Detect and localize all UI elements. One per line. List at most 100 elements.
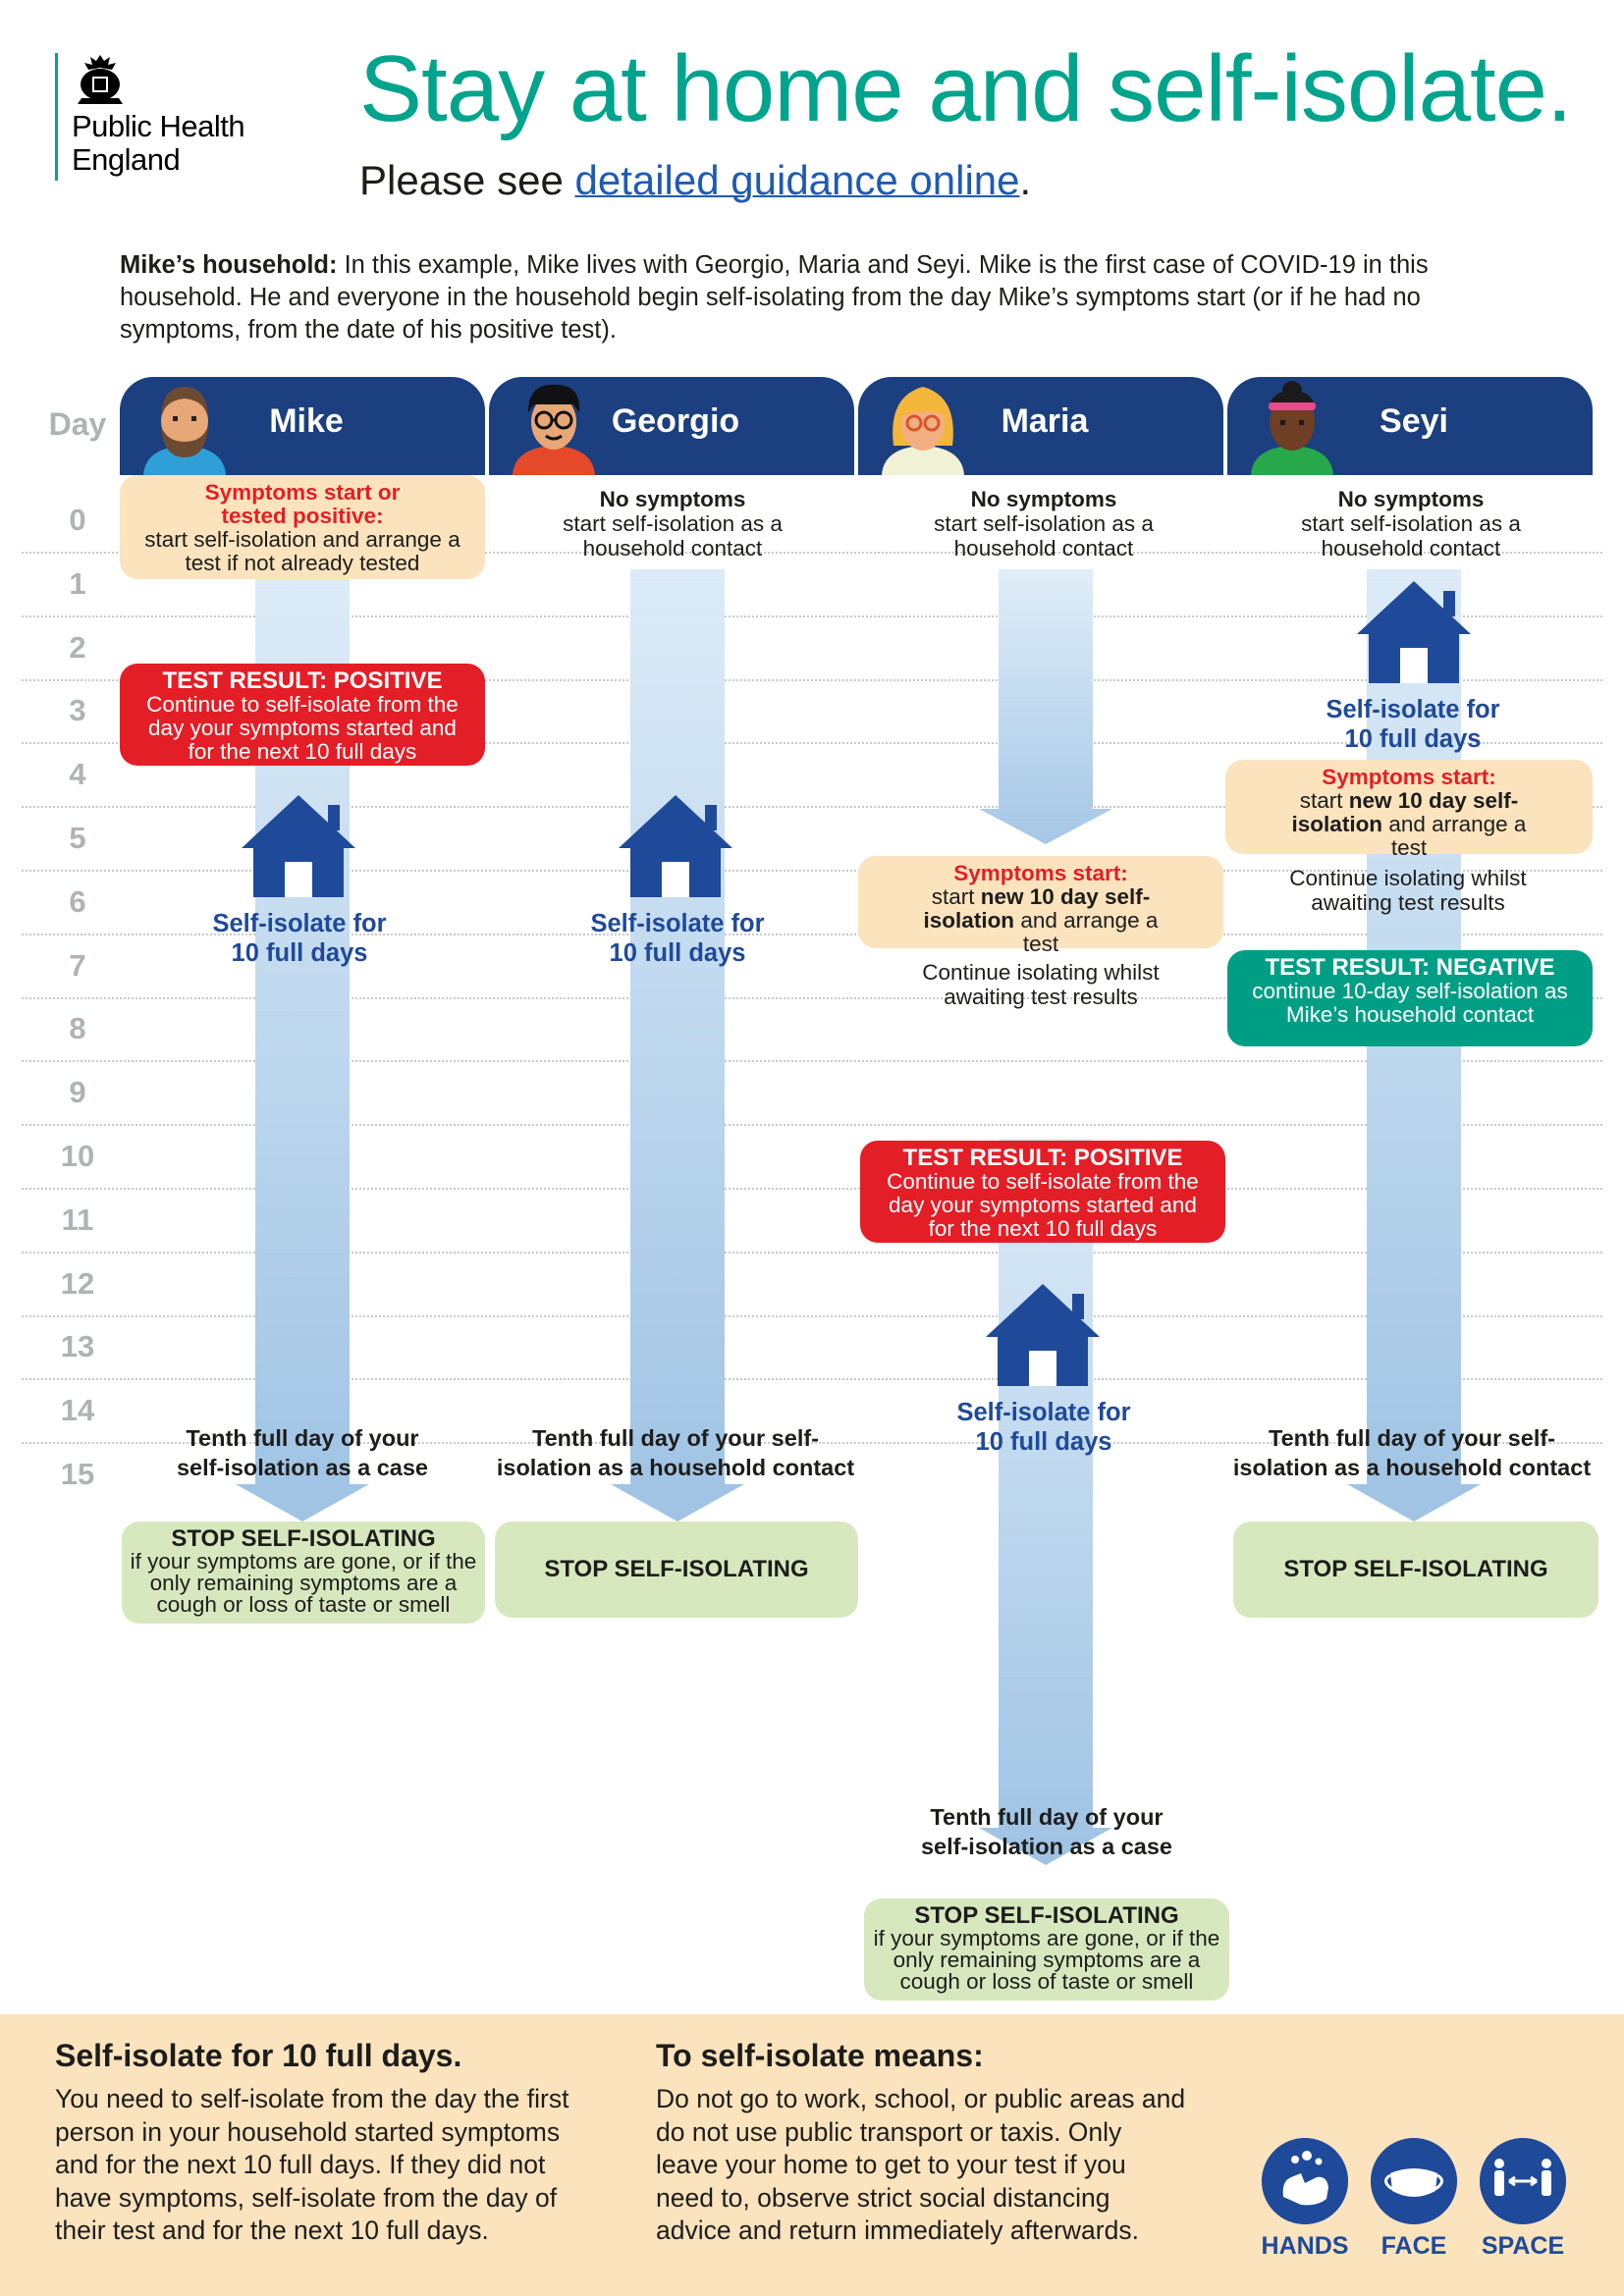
column-name-seyi: Seyi — [1380, 402, 1448, 440]
maria-test-result-box: TEST RESULT: POSITIVE Continue to self-i… — [860, 1141, 1225, 1243]
mike-stop-box: STOP SELF-ISOLATING if your symptoms are… — [122, 1522, 485, 1624]
mike-stop-text: if your symptoms are gone, or if the onl… — [130, 1549, 477, 1617]
georgio-avatar-icon — [513, 384, 595, 475]
day-separator — [22, 997, 1602, 999]
seyi-symptoms-bold: new 10 day self-isolation — [1291, 788, 1519, 836]
day-separator — [22, 806, 1602, 808]
day-separator — [22, 934, 1602, 935]
maria-symptoms-pre: start — [931, 884, 981, 909]
day-separator — [22, 1188, 1602, 1190]
georgio-stop-box: STOP SELF-ISOLATING — [495, 1522, 858, 1618]
mike-test-result-box: TEST RESULT: POSITIVE Continue to self-i… — [120, 664, 485, 766]
seyi-tenth-day-label: Tenth full day of your self- isolation a… — [1219, 1423, 1604, 1482]
day-separator — [22, 1252, 1602, 1254]
maria-day0-title: No symptoms — [970, 487, 1117, 511]
georgio-isolate-line1: Self-isolate for — [590, 910, 765, 937]
house-icon — [619, 795, 732, 897]
day-separator — [22, 615, 1602, 617]
day-number: 2 — [69, 630, 86, 665]
day-separator — [22, 742, 1602, 744]
georgio-tenth-day-label: Tenth full day of your self- isolation a… — [483, 1423, 868, 1482]
seyi-symptoms-post: and arrange a test — [1382, 812, 1527, 860]
maria-stop-text: if your symptoms are gone, or if the onl… — [873, 1926, 1220, 1994]
column-name-maria: Maria — [1001, 402, 1089, 440]
maria-symptoms-box: Symptoms start: start new 10 day self-is… — [858, 856, 1223, 956]
column-header-seyi: Seyi — [1227, 377, 1593, 475]
maria-day0-text-block: No symptoms start self-isolation as a ho… — [872, 487, 1216, 561]
maria-result-text: Continue to self-isolate from the day yo… — [887, 1169, 1199, 1241]
column-header-maria: Maria — [858, 377, 1223, 475]
footer-panel: Self-isolate for 10 full days. You need … — [0, 2014, 1624, 2296]
maria-symptoms-title: Symptoms start: — [953, 861, 1128, 885]
day-number: 10 — [60, 1139, 95, 1173]
house-icon — [986, 1284, 1100, 1386]
seyi-day0-text: start self-isolation as a household cont… — [1301, 511, 1521, 561]
mike-tenth-day-label: Tenth full day of your self-isolation as… — [120, 1423, 485, 1482]
day-number: 14 — [60, 1393, 95, 1427]
seyi-stop-box: STOP SELF-ISOLATING — [1233, 1522, 1598, 1618]
seyi-result-title: TEST RESULT: NEGATIVE — [1265, 954, 1555, 981]
maria-awaiting-text: Continue isolating whilst awaiting test … — [922, 960, 1160, 1009]
page-title: Stay at home and self-isolate. — [359, 36, 1573, 141]
georgio-day0-text: start self-isolation as a household cont… — [563, 511, 783, 561]
subtitle-prefix: Please see — [359, 157, 575, 203]
column-name-mike: Mike — [269, 402, 344, 440]
phe-logo: Public Health England — [55, 53, 281, 181]
day-separator — [22, 1378, 1602, 1380]
georgio-tenth-line2: isolation as a household contact — [496, 1455, 855, 1480]
seyi-day0-title: No symptoms — [1337, 487, 1485, 511]
mike-result-text: Continue to self-isolate from the day yo… — [146, 692, 459, 764]
mike-stop-title: STOP SELF-ISOLATING — [171, 1525, 436, 1552]
georgio-tenth-line1: Tenth full day of your self- — [531, 1425, 820, 1451]
seyi-isolate-line2: 10 full days — [1344, 725, 1482, 753]
mike-day0-title: Symptoms start or tested positive: — [204, 480, 401, 528]
face-label: FACE — [1380, 2232, 1447, 2260]
hands-label: HANDS — [1261, 2232, 1349, 2260]
footer-left-title: Self-isolate for 10 full days. — [55, 2038, 462, 2073]
seyi-isolate-label: Self-isolate for 10 full days — [1271, 695, 1555, 754]
house-icon — [1357, 581, 1471, 683]
guidance-link[interactable]: detailed guidance online — [574, 157, 1020, 203]
day-separator — [22, 870, 1602, 872]
day-number: 7 — [69, 948, 86, 983]
mike-isolate-line1: Self-isolate for — [212, 910, 387, 937]
day-number: 5 — [69, 821, 86, 855]
seyi-symptoms-text: start new 10 day self-isolation and arra… — [1225, 789, 1593, 860]
day-number: 3 — [69, 693, 86, 727]
mike-day0-box: Symptoms start or tested positive: start… — [120, 475, 485, 579]
maria-household-arrow — [979, 569, 1112, 844]
seyi-symptoms-title: Symptoms start: — [1322, 765, 1496, 789]
intro-paragraph: Mike’s household: In this example, Mike … — [120, 249, 1534, 347]
org-name-line2: England — [72, 142, 181, 177]
day-separator — [22, 1315, 1602, 1317]
maria-tenth-line2: self-isolation as a case — [920, 1834, 1172, 1859]
mike-result-title: TEST RESULT: POSITIVE — [162, 667, 443, 694]
maria-day0-text: start self-isolation as a household cont… — [934, 511, 1154, 561]
maria-stop-box: STOP SELF-ISOLATING if your symptoms are… — [864, 1898, 1229, 2001]
maria-case-arrow — [979, 1139, 1112, 1865]
seyi-stop-title: STOP SELF-ISOLATING — [1283, 1556, 1548, 1582]
seyi-avatar-icon — [1251, 381, 1333, 475]
maria-isolate-line2: 10 full days — [975, 1428, 1112, 1456]
royal-crest-icon — [78, 55, 123, 104]
mike-tenth-line2: self-isolation as a case — [176, 1455, 428, 1480]
space-distance-icon — [1480, 2138, 1566, 2224]
column-header-mike: Mike — [120, 377, 485, 475]
column-name-georgio: Georgio — [611, 402, 740, 440]
maria-avatar-icon — [882, 387, 964, 475]
mike-tenth-line1: Tenth full day of your — [186, 1425, 419, 1451]
seyi-symptoms-pre: start — [1299, 788, 1349, 813]
seyi-day0-text-block: No symptoms start self-isolation as a ho… — [1239, 487, 1583, 561]
maria-symptoms-post: and arrange a test — [1014, 908, 1159, 956]
subtitle-suffix: . — [1019, 157, 1032, 203]
georgio-day0-title: No symptoms — [599, 487, 746, 511]
georgio-stop-title: STOP SELF-ISOLATING — [544, 1556, 809, 1582]
day-separator — [22, 1442, 1602, 1444]
mike-isolate-label: Self-isolate for 10 full days — [157, 909, 442, 968]
org-name-line1: Public Health — [72, 109, 245, 143]
day-separator — [22, 552, 1602, 554]
maria-tenth-line1: Tenth full day of your — [930, 1804, 1164, 1830]
face-mask-icon — [1371, 2138, 1457, 2224]
maria-symptoms-bold: new 10 day self-isolation — [923, 884, 1151, 933]
georgio-isolate-line2: 10 full days — [609, 939, 746, 967]
